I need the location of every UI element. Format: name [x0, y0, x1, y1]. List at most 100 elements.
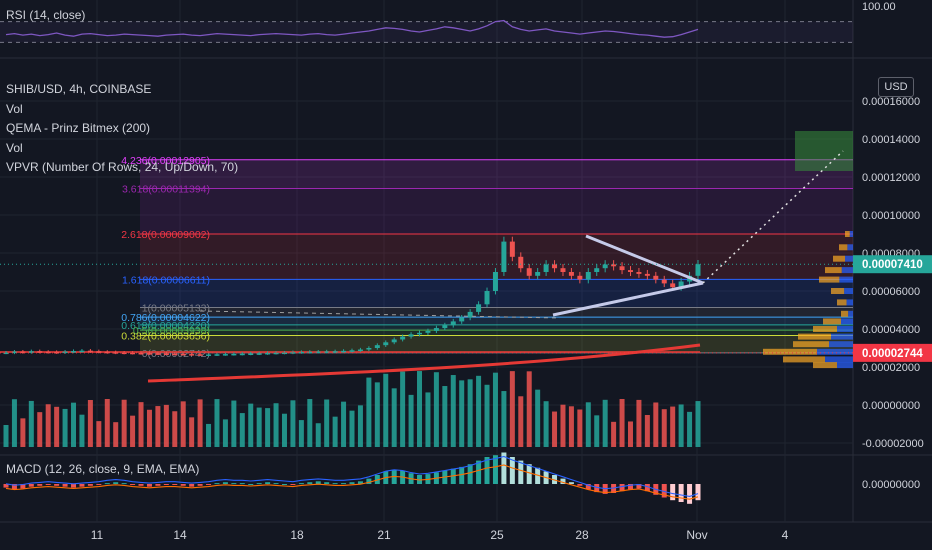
volume-bar	[357, 405, 363, 447]
macd-histogram-bar	[324, 482, 330, 484]
candle-body	[619, 266, 625, 271]
fib-band	[140, 317, 853, 325]
candle-body	[307, 351, 313, 354]
volume-bar	[349, 410, 355, 447]
volume-bar	[11, 399, 17, 447]
currency-unit-label[interactable]: USD	[878, 77, 914, 97]
volume-bar	[62, 408, 68, 447]
vpvr-down-row	[848, 310, 853, 317]
volume-bar	[239, 413, 245, 447]
volume-bar	[543, 401, 549, 447]
volume-bar	[222, 419, 228, 447]
volume-bar	[535, 389, 541, 447]
fib-band	[140, 233, 853, 280]
volume-bar	[79, 414, 85, 447]
vpvr-down-row	[825, 356, 853, 363]
volume-bar	[104, 399, 110, 447]
volume-bar	[619, 399, 625, 447]
candle-body	[695, 264, 701, 276]
macd-histogram-bar	[20, 484, 26, 489]
candle-body	[383, 342, 389, 346]
vpvr-up-row	[819, 276, 840, 283]
macd-pane: 0.00000000	[3, 452, 920, 504]
macd-histogram-bar	[138, 484, 144, 486]
vpvr-up-row	[833, 255, 845, 262]
volume-bar	[87, 400, 93, 447]
volume-bar	[391, 388, 397, 447]
candle-body	[357, 349, 363, 352]
indicator-vol-2[interactable]: Vol	[6, 140, 23, 155]
fibonacci-extension[interactable]: 4.236(0.00012905) 3.618(0.00011394) 2.618(…	[121, 131, 853, 360]
macd-histogram-bar	[357, 481, 363, 484]
macd-histogram-bar	[130, 484, 136, 485]
macd-histogram-bar	[307, 482, 313, 484]
volume-bar	[332, 416, 338, 447]
candle-body	[476, 304, 482, 312]
fib-band	[140, 188, 853, 234]
price-tick-label: 0.00016000	[862, 96, 920, 108]
volume-bar	[408, 394, 414, 447]
symbol-line[interactable]: SHIB/USD, 4h, COINBASE	[6, 82, 152, 96]
candle-body	[138, 352, 144, 355]
volume-bar	[526, 371, 532, 447]
candle-body	[104, 351, 110, 354]
candle-body	[315, 351, 321, 354]
price-tick-label: 0.00004000	[862, 324, 920, 336]
volume-bar	[248, 403, 254, 447]
indicator-qema[interactable]: QEMA - Prinz Bitmex (200)	[6, 121, 151, 135]
macd-histogram-bar	[644, 484, 650, 492]
macd-histogram-bar	[678, 484, 684, 502]
rsi-line	[5, 19, 699, 38]
volume-bar	[113, 422, 119, 447]
fib-level-label: 0.786(0.00004622)	[121, 312, 210, 324]
volume-bar	[366, 377, 372, 447]
candle-body	[146, 353, 152, 355]
time-axis[interactable]: 11 14 18 21 25 28 Nov 4	[91, 528, 789, 542]
candle-body	[130, 352, 136, 355]
price-tick-label: 0.00000000	[862, 400, 920, 412]
volume-bar	[121, 399, 127, 447]
price-axis[interactable]: 0.00016000 0.00014000 0.00012000 0.00010000…	[0, 96, 932, 450]
macd-histogram-bar	[459, 466, 465, 484]
volume-bar	[695, 401, 701, 447]
vpvr-down-row	[841, 267, 853, 274]
macd-histogram-bar	[273, 483, 279, 485]
indicator-vpvr[interactable]: VPVR (Number Of Rows, 24, Up/Down, 70)	[6, 160, 239, 174]
candle-body	[79, 350, 85, 353]
candle-body	[3, 352, 9, 355]
vpvr-down-row	[849, 231, 853, 237]
indicator-vol-1[interactable]: Vol	[6, 101, 23, 116]
volume-bar	[568, 406, 574, 447]
candle-body	[71, 351, 77, 353]
macd-histogram-bar	[315, 481, 321, 484]
vpvr-down-row	[845, 255, 853, 262]
candle-body	[518, 256, 524, 269]
vpvr-down-row	[846, 299, 853, 306]
vpvr-up-row	[845, 231, 850, 237]
candle-body	[214, 354, 220, 356]
macd-histogram-bar	[62, 484, 68, 487]
triangle-upper-line	[585, 234, 704, 285]
macd-histogram-bar	[518, 460, 524, 484]
current-price-label: 0.00007410	[862, 259, 923, 271]
macd-histogram-bar	[484, 457, 490, 484]
reference-price-tag	[853, 343, 932, 362]
macd-histogram-bar	[526, 464, 532, 484]
volume-bar	[653, 402, 659, 447]
triangle-drawing[interactable]	[199, 150, 844, 319]
target-box	[795, 131, 853, 171]
volume-bar	[417, 371, 423, 447]
macd-histogram-bar	[627, 484, 633, 490]
vpvr-down-row	[844, 288, 853, 294]
macd-histogram-bar	[54, 484, 60, 486]
candle-body	[577, 275, 583, 280]
volume-bar	[687, 411, 693, 447]
candle-body	[433, 328, 439, 331]
macd-histogram-bar	[509, 457, 515, 484]
volume-bar	[459, 380, 465, 447]
macd-histogram-bar	[214, 483, 220, 485]
macd-histogram-bar	[568, 482, 574, 484]
candle-body	[11, 351, 17, 354]
price-tick-label: 0.00006000	[862, 286, 920, 298]
